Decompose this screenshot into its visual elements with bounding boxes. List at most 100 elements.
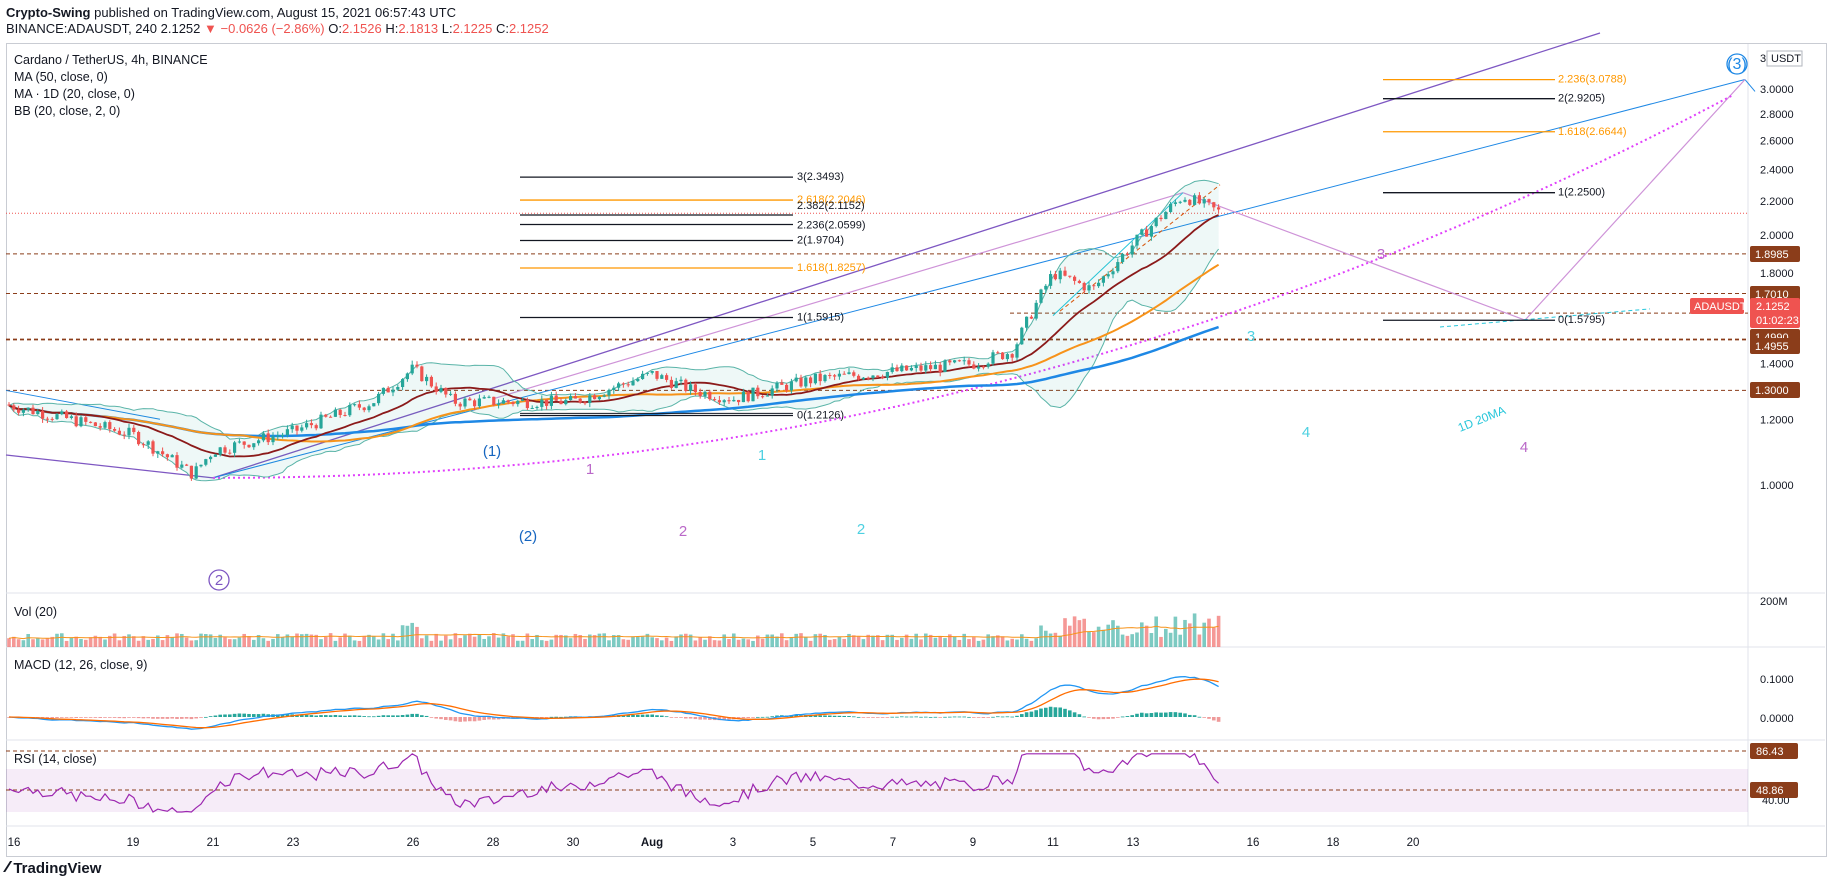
macd-histogram-bar bbox=[1106, 717, 1110, 719]
price-axis-unit[interactable]: USDT bbox=[1771, 53, 1801, 65]
macd-histogram-bar bbox=[674, 717, 678, 718]
candle bbox=[833, 375, 837, 377]
legend-bb[interactable]: BB (20, close, 2, 0) bbox=[14, 104, 120, 118]
trend-drawings bbox=[5, 32, 1756, 479]
candle bbox=[281, 434, 285, 436]
macd-histogram-bar bbox=[482, 717, 486, 720]
legend-rsi[interactable]: RSI (14, close) bbox=[14, 752, 97, 766]
macd-histogram-bar bbox=[247, 713, 251, 717]
macd-histogram-bar bbox=[362, 716, 366, 717]
time-tick: 3 bbox=[730, 837, 736, 849]
currency-badge[interactable] bbox=[1766, 50, 1803, 67]
macd-histogram-bar bbox=[132, 717, 136, 718]
volume-bar bbox=[64, 640, 69, 647]
macd-histogram-bar bbox=[252, 714, 256, 717]
volume-bar bbox=[1096, 626, 1101, 647]
author-name[interactable]: Crypto-Swing bbox=[6, 5, 91, 20]
close-label: C: bbox=[495, 21, 509, 36]
volume-bar bbox=[1212, 627, 1216, 647]
volume-bar bbox=[602, 633, 606, 647]
candle bbox=[554, 395, 558, 401]
candle bbox=[103, 422, 107, 428]
volume-bar bbox=[492, 633, 496, 647]
volume-bar bbox=[684, 633, 688, 647]
candle bbox=[713, 399, 717, 401]
legend-volume[interactable]: Vol (20) bbox=[14, 605, 57, 619]
candle bbox=[698, 392, 702, 397]
level-value: 1.8985 bbox=[1755, 249, 1789, 261]
volume-bar bbox=[808, 640, 813, 647]
bb-lower bbox=[8, 248, 1219, 482]
volume-bar bbox=[295, 633, 299, 647]
macd-histogram-bar bbox=[1207, 717, 1211, 719]
legend-ma50[interactable]: MA (50, close, 0) bbox=[14, 70, 108, 84]
bb-fill bbox=[9, 180, 1219, 481]
volume-bar bbox=[420, 638, 424, 647]
macd-histogram-bar bbox=[1024, 712, 1029, 717]
volume-bar bbox=[352, 640, 357, 647]
volume-bar bbox=[760, 638, 765, 647]
volume-bar bbox=[732, 633, 736, 647]
macd-histogram-bar bbox=[1202, 717, 1206, 718]
volume-bar bbox=[93, 635, 98, 647]
candle bbox=[434, 386, 438, 392]
volume-bar bbox=[146, 639, 150, 647]
rsi-high-badge bbox=[1750, 743, 1798, 759]
candle bbox=[425, 376, 429, 382]
candle bbox=[55, 414, 59, 420]
candle bbox=[1082, 282, 1086, 291]
candle bbox=[429, 376, 433, 387]
volume-bar bbox=[280, 637, 285, 647]
macd-histogram-bar bbox=[909, 716, 914, 718]
wave-label-p3: 3 bbox=[1377, 246, 1385, 263]
candle bbox=[765, 395, 769, 397]
candle bbox=[1029, 316, 1033, 319]
volume-bar bbox=[900, 637, 904, 647]
macd-histogram-bar bbox=[1029, 711, 1034, 717]
time-tick: 28 bbox=[487, 837, 500, 849]
volume-bar bbox=[132, 636, 136, 647]
candle bbox=[957, 360, 961, 362]
macd-histogram-bar bbox=[88, 717, 93, 718]
macd-histogram-bar bbox=[333, 714, 338, 717]
volume-bar bbox=[573, 633, 578, 647]
legend-macd[interactable]: MACD (12, 26, close, 9) bbox=[14, 658, 147, 672]
volume-bar bbox=[136, 640, 141, 647]
candle bbox=[756, 387, 760, 397]
volume-bar bbox=[621, 639, 626, 647]
volume-bar bbox=[290, 636, 294, 647]
volume-bar bbox=[516, 640, 520, 647]
macd-histogram-bar bbox=[160, 717, 165, 719]
volume-bar bbox=[218, 634, 222, 647]
candle bbox=[7, 404, 11, 406]
candle bbox=[1025, 316, 1029, 328]
candle bbox=[1130, 245, 1134, 255]
volume-bar bbox=[12, 636, 16, 647]
macd-histogram-bar bbox=[141, 717, 146, 719]
macd-histogram-bar bbox=[991, 716, 995, 718]
legend-ma-1d[interactable]: MA · 1D (20, close, 0) bbox=[14, 87, 135, 101]
price-tick: 3.0000 bbox=[1760, 84, 1794, 96]
candle bbox=[458, 403, 462, 407]
macd-histogram-bar bbox=[343, 715, 347, 717]
footer-brand[interactable]: ⁄⁄ TradingView bbox=[6, 859, 101, 877]
macd-histogram-bar bbox=[626, 715, 630, 717]
volume-bar bbox=[847, 633, 851, 647]
candle bbox=[367, 406, 371, 411]
macd-histogram-bar bbox=[962, 716, 966, 718]
volume-bar bbox=[852, 635, 856, 647]
macd-histogram-bar bbox=[933, 716, 938, 718]
volume-bar bbox=[357, 640, 362, 647]
volume-bar bbox=[208, 634, 213, 647]
candle bbox=[1178, 201, 1182, 203]
candle bbox=[578, 398, 582, 403]
volume-bar bbox=[688, 634, 693, 647]
candle bbox=[156, 451, 160, 454]
volume-bar bbox=[506, 636, 510, 647]
candle bbox=[1063, 270, 1067, 276]
macd-histogram-bar bbox=[156, 717, 160, 719]
volume-bar bbox=[1048, 633, 1053, 647]
volume-bar bbox=[309, 634, 314, 647]
chart-frame[interactable] bbox=[6, 43, 1827, 857]
